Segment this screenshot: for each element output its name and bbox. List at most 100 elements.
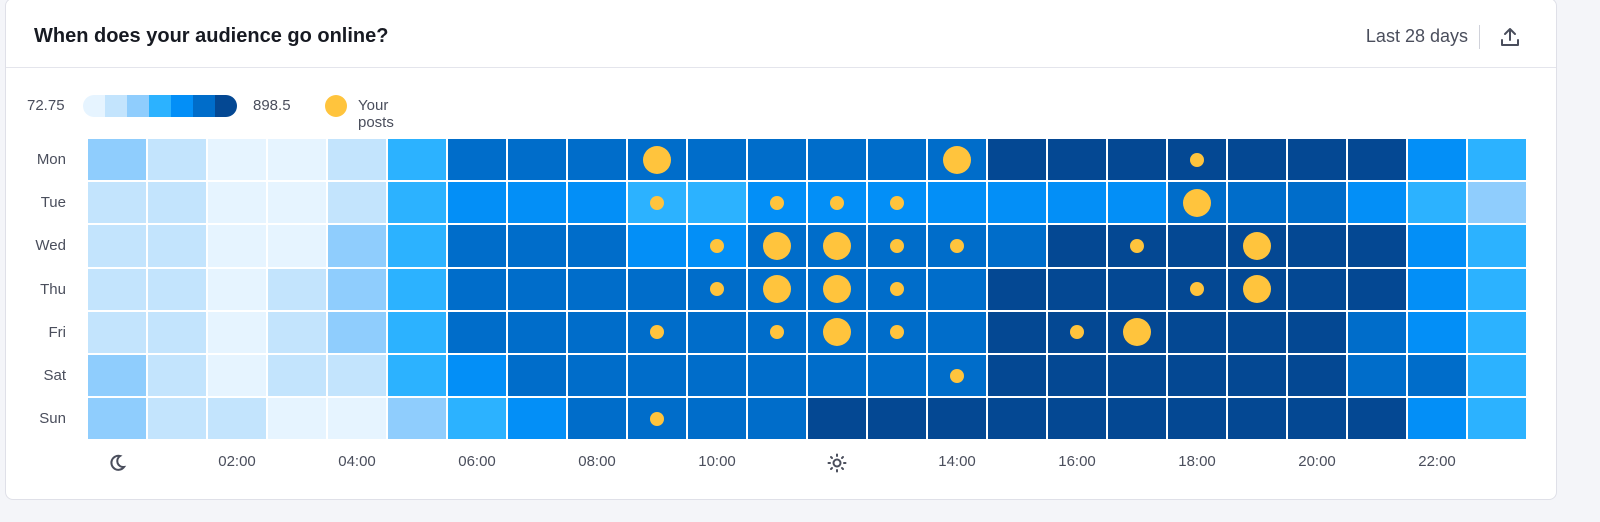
heatmap-cell[interactable]: [928, 311, 986, 353]
heatmap-cell[interactable]: [148, 355, 206, 397]
heatmap-cell[interactable]: [1408, 355, 1466, 397]
heatmap-cell[interactable]: [1228, 139, 1286, 181]
heatmap-cell[interactable]: [148, 268, 206, 310]
heatmap-cell[interactable]: [208, 182, 266, 224]
heatmap-cell[interactable]: [328, 268, 386, 310]
heatmap-cell[interactable]: [1408, 268, 1466, 310]
heatmap-cell[interactable]: [268, 182, 326, 224]
heatmap-cell[interactable]: [628, 355, 686, 397]
heatmap-cell[interactable]: [448, 398, 506, 440]
heatmap-cell[interactable]: [88, 268, 146, 310]
post-marker[interactable]: [770, 325, 784, 340]
heatmap-cell[interactable]: [868, 355, 926, 397]
heatmap-cell[interactable]: [88, 139, 146, 181]
heatmap-cell[interactable]: [1048, 225, 1106, 267]
heatmap-cell[interactable]: [748, 398, 806, 440]
post-marker[interactable]: [1130, 239, 1144, 253]
heatmap-cell[interactable]: [808, 139, 866, 181]
heatmap-cell[interactable]: [568, 139, 626, 181]
post-marker[interactable]: [1190, 282, 1204, 297]
heatmap-cell[interactable]: [568, 225, 626, 267]
heatmap-cell[interactable]: [1468, 225, 1526, 267]
heatmap-cell[interactable]: [328, 311, 386, 353]
heatmap-cell[interactable]: [988, 398, 1046, 440]
heatmap-cell[interactable]: [1288, 398, 1346, 440]
heatmap-cell[interactable]: [208, 355, 266, 397]
heatmap-cell[interactable]: [988, 225, 1046, 267]
heatmap-cell[interactable]: [208, 139, 266, 181]
heatmap-cell[interactable]: [508, 268, 566, 310]
heatmap-cell[interactable]: [1348, 182, 1406, 224]
heatmap-cell[interactable]: [388, 182, 446, 224]
heatmap-cell[interactable]: [928, 398, 986, 440]
heatmap-cell[interactable]: [568, 182, 626, 224]
post-marker[interactable]: [950, 368, 964, 383]
heatmap-cell[interactable]: [1048, 182, 1106, 224]
heatmap-cell[interactable]: [328, 398, 386, 440]
heatmap-cell[interactable]: [208, 225, 266, 267]
heatmap-cell[interactable]: [268, 311, 326, 353]
heatmap-cell[interactable]: [1348, 398, 1406, 440]
heatmap-cell[interactable]: [988, 268, 1046, 310]
heatmap-cell[interactable]: [868, 139, 926, 181]
heatmap-cell[interactable]: [1408, 225, 1466, 267]
heatmap-cell[interactable]: [268, 225, 326, 267]
post-marker[interactable]: [770, 195, 784, 210]
heatmap-cell[interactable]: [1048, 398, 1106, 440]
post-marker[interactable]: [710, 239, 724, 253]
heatmap-cell[interactable]: [988, 355, 1046, 397]
post-marker[interactable]: [710, 282, 724, 297]
post-marker[interactable]: [1183, 188, 1211, 217]
post-marker[interactable]: [1190, 152, 1204, 167]
heatmap-cell[interactable]: [1288, 182, 1346, 224]
heatmap-cell[interactable]: [1108, 182, 1166, 224]
heatmap-cell[interactable]: [1468, 139, 1526, 181]
heatmap-cell[interactable]: [148, 139, 206, 181]
heatmap-cell[interactable]: [1408, 182, 1466, 224]
heatmap-cell[interactable]: [988, 182, 1046, 224]
heatmap-cell[interactable]: [448, 355, 506, 397]
heatmap-cell[interactable]: [1468, 182, 1526, 224]
heatmap-cell[interactable]: [1228, 311, 1286, 353]
heatmap-cell[interactable]: [1048, 355, 1106, 397]
heatmap-cell[interactable]: [508, 139, 566, 181]
heatmap-cell[interactable]: [748, 355, 806, 397]
post-marker[interactable]: [763, 275, 791, 304]
heatmap-cell[interactable]: [88, 355, 146, 397]
heatmap-cell[interactable]: [448, 139, 506, 181]
heatmap-cell[interactable]: [1228, 355, 1286, 397]
heatmap-cell[interactable]: [1408, 139, 1466, 181]
post-marker[interactable]: [890, 282, 904, 297]
post-marker[interactable]: [890, 325, 904, 340]
heatmap-cell[interactable]: [208, 311, 266, 353]
heatmap-cell[interactable]: [568, 398, 626, 440]
heatmap-cell[interactable]: [1348, 139, 1406, 181]
heatmap-cell[interactable]: [88, 182, 146, 224]
heatmap-cell[interactable]: [1348, 355, 1406, 397]
heatmap-cell[interactable]: [1168, 398, 1226, 440]
heatmap-cell[interactable]: [148, 182, 206, 224]
heatmap-cell[interactable]: [1048, 268, 1106, 310]
heatmap-cell[interactable]: [88, 398, 146, 440]
heatmap-cell[interactable]: [688, 182, 746, 224]
heatmap-cell[interactable]: [748, 139, 806, 181]
post-marker[interactable]: [823, 275, 851, 304]
heatmap-cell[interactable]: [268, 268, 326, 310]
heatmap-cell[interactable]: [868, 398, 926, 440]
heatmap-cell[interactable]: [268, 355, 326, 397]
heatmap-cell[interactable]: [1108, 268, 1166, 310]
heatmap-cell[interactable]: [688, 311, 746, 353]
heatmap-cell[interactable]: [88, 311, 146, 353]
heatmap-cell[interactable]: [928, 182, 986, 224]
heatmap-cell[interactable]: [148, 225, 206, 267]
heatmap-cell[interactable]: [508, 398, 566, 440]
heatmap-cell[interactable]: [148, 398, 206, 440]
heatmap-cell[interactable]: [508, 225, 566, 267]
post-marker[interactable]: [1070, 325, 1084, 340]
post-marker[interactable]: [890, 195, 904, 210]
heatmap-cell[interactable]: [208, 268, 266, 310]
heatmap-cell[interactable]: [1168, 311, 1226, 353]
heatmap-cell[interactable]: [508, 182, 566, 224]
heatmap-cell[interactable]: [988, 311, 1046, 353]
heatmap-cell[interactable]: [1408, 398, 1466, 440]
